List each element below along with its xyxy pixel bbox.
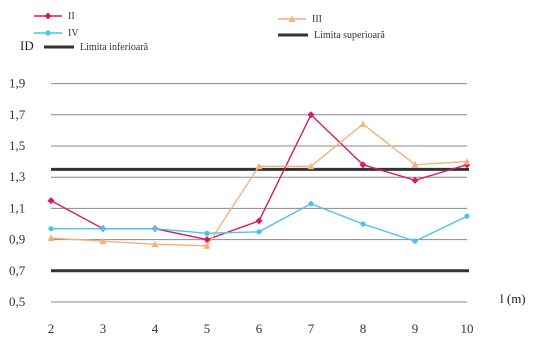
data-point <box>99 237 107 245</box>
x-tick-label: 9 <box>412 321 419 336</box>
series-III <box>47 120 471 249</box>
x-tick-label: 10 <box>461 321 474 336</box>
y-tick-label: 1,1 <box>9 200 25 215</box>
data-point <box>152 226 158 232</box>
data-point <box>47 197 55 205</box>
y-tick-label: 1,9 <box>9 76 25 91</box>
y-tick-label: 1,3 <box>9 169 25 184</box>
series-layer <box>47 111 471 249</box>
y-tick-label: 1,7 <box>9 107 26 122</box>
legend-item: II <box>34 11 75 22</box>
legend-item: III <box>278 14 322 25</box>
series-line <box>50 123 468 247</box>
data-point <box>45 30 51 36</box>
data-point <box>359 161 367 169</box>
legend-label: Limita superioară <box>314 30 385 41</box>
data-point <box>359 120 367 128</box>
data-point <box>360 221 366 227</box>
x-tick-label: 7 <box>308 321 315 336</box>
x-tick-label: 3 <box>100 321 107 336</box>
data-point <box>255 162 263 170</box>
data-point <box>151 240 159 248</box>
y-tick-label: 0,5 <box>9 294 25 309</box>
legend: II IV III Limita superioară Limita inferioar… <box>34 11 385 53</box>
legend-item: IV <box>34 28 79 39</box>
data-point <box>44 12 52 20</box>
series-IV <box>48 201 470 244</box>
y-tick-label: 0,9 <box>9 232 25 247</box>
data-point <box>412 238 418 244</box>
data-point <box>464 213 470 219</box>
data-point <box>100 226 106 232</box>
data-point <box>308 201 314 207</box>
x-tick-label: 4 <box>152 321 159 336</box>
data-point <box>203 236 211 244</box>
limit-layer <box>51 167 469 273</box>
data-point <box>411 176 419 184</box>
x-tick-label: 2 <box>48 321 55 336</box>
legend-item: Limita superioară <box>278 30 385 41</box>
data-point <box>288 15 296 22</box>
data-point <box>307 162 315 170</box>
y-axis-label: ID <box>20 38 34 53</box>
x-tick-label: 5 <box>204 321 211 336</box>
x-tick-labels: 2 3 4 5 6 7 8 9 10 <box>48 321 474 336</box>
legend-label: II <box>68 11 75 22</box>
data-point <box>203 242 211 249</box>
y-tick-labels: 0,5 0,7 0,9 1,1 1,3 1,5 1,7 1,9 <box>9 76 26 309</box>
x-axis-label: l (m) <box>500 291 526 306</box>
data-point <box>255 217 263 225</box>
data-point <box>463 158 471 165</box>
legend-item: Limita inferioară <box>44 42 149 53</box>
grid-layer <box>51 83 467 303</box>
legend-label: IV <box>68 28 79 39</box>
y-tick-label: 1,5 <box>9 138 25 153</box>
legend-label: Limita inferioară <box>80 42 149 53</box>
y-tick-label: 0,7 <box>9 263 26 278</box>
x-tick-label: 8 <box>360 321 367 336</box>
data-point <box>47 234 55 242</box>
data-point <box>411 161 419 168</box>
data-point <box>48 226 54 232</box>
data-point <box>204 230 210 236</box>
data-point <box>256 229 262 235</box>
data-point <box>307 111 315 119</box>
x-tick-label: 6 <box>256 321 263 336</box>
legend-label: III <box>312 14 322 25</box>
